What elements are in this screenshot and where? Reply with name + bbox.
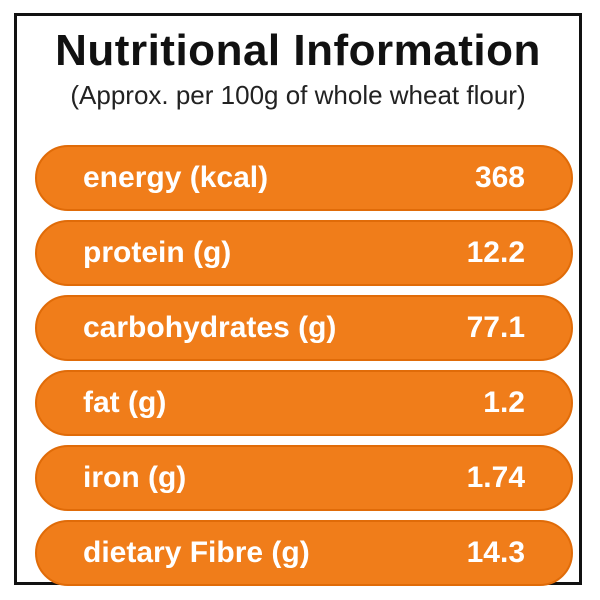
nutrient-row-fat: fat (g) 1.2 <box>35 370 573 436</box>
nutrient-row-dietary-fibre: dietary Fibre (g) 14.3 <box>35 520 573 586</box>
page-subtitle: (Approx. per 100g of whole wheat flour) <box>70 80 526 110</box>
nutrient-label: protein (g) <box>83 236 232 269</box>
nutrient-value: 1.2 <box>483 386 525 419</box>
nutrient-value: 1.74 <box>466 461 525 494</box>
page-title: Nutritional Information <box>55 26 541 75</box>
nutrient-value: 77.1 <box>466 311 525 344</box>
nutrient-row-iron: iron (g) 1.74 <box>35 445 573 511</box>
nutrient-row-carbohydrates: carbohydrates (g) 77.1 <box>35 295 573 361</box>
nutrient-row-energy: energy (kcal) 368 <box>35 145 573 211</box>
nutrient-label: iron (g) <box>83 461 187 494</box>
nutrient-label: fat (g) <box>83 386 167 419</box>
nutrient-list: energy (kcal) 368 protein (g) 12.2 carbo… <box>35 145 573 595</box>
nutrition-label-card: Nutritional Information (Approx. per 100… <box>14 13 582 586</box>
nutrient-label: dietary Fibre (g) <box>83 536 310 569</box>
nutrient-value: 12.2 <box>466 236 525 269</box>
nutrient-label: energy (kcal) <box>83 161 269 194</box>
nutrient-value: 368 <box>474 161 525 194</box>
nutrient-label: carbohydrates (g) <box>83 311 337 344</box>
nutrient-value: 14.3 <box>466 536 525 569</box>
nutrient-row-protein: protein (g) 12.2 <box>35 220 573 286</box>
